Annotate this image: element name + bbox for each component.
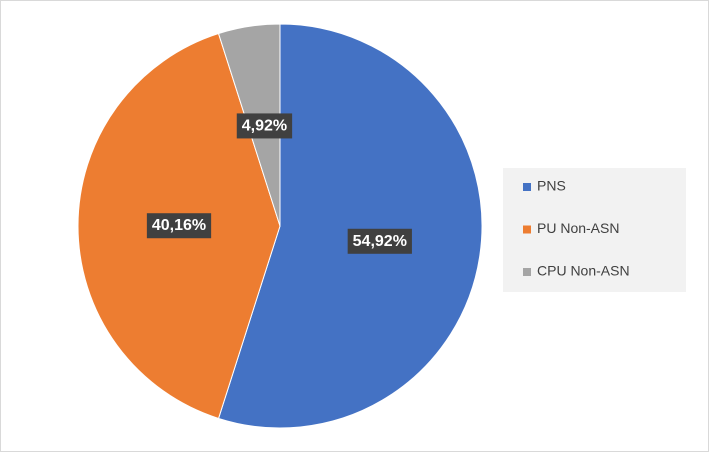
- pie: 54,92% 40,16% 4,92%: [77, 23, 483, 429]
- legend-label: PNS: [537, 178, 566, 194]
- data-label: 4,92%: [242, 117, 287, 134]
- data-label-box: [347, 228, 412, 254]
- legend-label: PU Non-ASN: [537, 220, 619, 236]
- legend-box: [503, 168, 686, 292]
- data-label-box: [236, 113, 293, 139]
- legend-swatch: [523, 225, 531, 234]
- legend-swatch: [523, 268, 531, 276]
- legend-swatch: [523, 183, 531, 191]
- data-label: 40,16%: [152, 217, 206, 234]
- legend: PNS PU Non-ASN CPU Non-ASN: [523, 178, 630, 279]
- data-label: 54,92%: [353, 233, 407, 250]
- data-label-box: [146, 213, 212, 239]
- legend-label: CPU Non-ASN: [537, 263, 630, 279]
